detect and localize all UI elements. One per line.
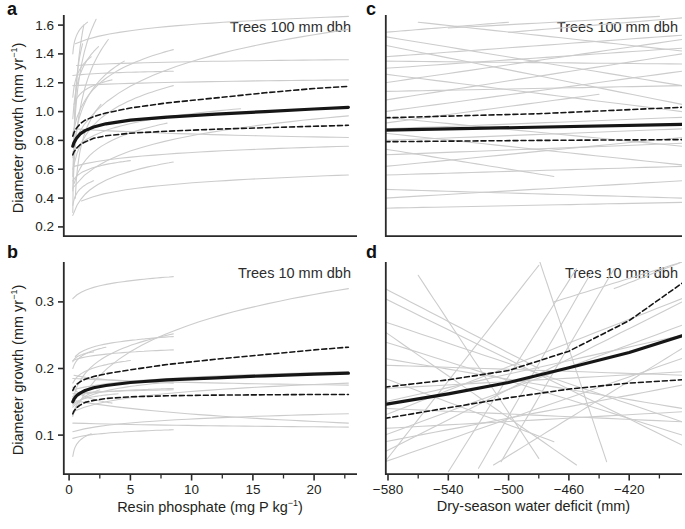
ci-upper-line bbox=[385, 107, 682, 118]
individual-growth-line bbox=[73, 414, 349, 432]
x-tick-label: −500 bbox=[493, 482, 523, 497]
x-tick-label: 5 bbox=[127, 482, 135, 497]
individual-growth-line bbox=[385, 166, 682, 175]
y-tick-label: 0.8 bbox=[35, 133, 54, 148]
y-axis-label-text: Diameter growth (mm yr bbox=[10, 58, 26, 214]
x-tick-label: −460 bbox=[554, 482, 584, 497]
individual-growth-line bbox=[385, 22, 509, 32]
axis bbox=[64, 15, 357, 236]
individual-growth-line bbox=[385, 86, 682, 92]
individual-growth-line bbox=[75, 129, 348, 138]
individual-growth-line bbox=[385, 133, 682, 165]
individual-growth-line bbox=[73, 86, 174, 170]
y-tick-label: 0.1 bbox=[35, 428, 54, 443]
individual-growth-line bbox=[614, 262, 682, 289]
data-layer bbox=[73, 277, 349, 457]
y-tick-label: 0.2 bbox=[35, 361, 54, 376]
y-axis-label-sup: −1 bbox=[9, 290, 19, 300]
y-axis-label-b: Diameter growth (mm yr−1) bbox=[10, 285, 27, 456]
x-tick-label: 10 bbox=[184, 482, 199, 497]
individual-growth-line bbox=[385, 385, 682, 442]
individual-growth-line bbox=[385, 94, 599, 123]
individual-growth-line bbox=[385, 372, 682, 389]
individual-growth-line bbox=[73, 352, 94, 362]
y-tick-label: 1.6 bbox=[35, 18, 54, 33]
individual-growth-line bbox=[73, 80, 349, 86]
data-layer bbox=[73, 16, 349, 215]
individual-growth-line bbox=[73, 350, 174, 361]
individual-growth-line bbox=[73, 423, 349, 427]
y-tick-label: 1.4 bbox=[35, 46, 54, 61]
panel-d-letter: d bbox=[366, 243, 377, 261]
y-axis-label-a: Diameter growth (mm yr−1) bbox=[10, 43, 27, 214]
x-axis-label-sup: −1 bbox=[288, 498, 298, 508]
individual-growth-line bbox=[385, 181, 682, 198]
x-tick-label: 15 bbox=[245, 482, 260, 497]
individual-growth-line bbox=[385, 202, 682, 208]
panel-a-letter: a bbox=[7, 0, 17, 18]
individual-growth-line bbox=[73, 277, 174, 299]
x-tick-label: −420 bbox=[614, 482, 644, 497]
x-tick-label: 0 bbox=[65, 482, 73, 497]
y-axis-label-close: ) bbox=[10, 285, 26, 290]
y-tick-label: 1.0 bbox=[35, 104, 54, 119]
panel-c-plot bbox=[385, 15, 682, 237]
y-tick-label: 0.3 bbox=[35, 294, 54, 309]
y-tick-label: 0.2 bbox=[35, 219, 54, 234]
y-axis-label-text: Diameter growth (mm yr bbox=[10, 300, 26, 456]
individual-growth-line bbox=[75, 337, 173, 357]
x-tick-label: 20 bbox=[307, 482, 322, 497]
panel-c-letter: c bbox=[366, 0, 376, 18]
y-axis-label-close: ) bbox=[10, 43, 26, 48]
x-tick-label: −580 bbox=[373, 482, 403, 497]
individual-growth-line bbox=[385, 45, 682, 104]
y-tick-label: 1.2 bbox=[35, 75, 54, 90]
ci-lower-line bbox=[73, 125, 349, 155]
y-axis-label-sup: −1 bbox=[9, 48, 19, 58]
individual-growth-line bbox=[385, 189, 682, 198]
x-axis-label-close: ) bbox=[298, 499, 303, 515]
individual-growth-line bbox=[385, 335, 682, 402]
y-tick-label: 0.6 bbox=[35, 162, 54, 177]
individual-growth-line bbox=[73, 430, 174, 439]
data-layer bbox=[385, 259, 682, 472]
x-axis-label-left: Resin phosphate (mg P kg−1) bbox=[63, 498, 357, 515]
individual-growth-line bbox=[385, 289, 539, 369]
panel-b-letter: b bbox=[7, 243, 18, 261]
panel-b-plot: 0.10.20.305101520 bbox=[63, 262, 357, 475]
individual-growth-line bbox=[385, 342, 682, 435]
individual-growth-line bbox=[75, 16, 348, 43]
data-layer bbox=[385, 16, 682, 208]
individual-growth-line bbox=[73, 383, 349, 412]
figure: a b c d Trees 100 mm dbh Trees 100 mm db… bbox=[0, 0, 685, 529]
x-tick-label: −540 bbox=[433, 482, 463, 497]
individual-growth-line bbox=[74, 80, 112, 105]
fit-line bbox=[73, 373, 349, 402]
individual-growth-line bbox=[77, 60, 349, 66]
ci-lower-line bbox=[73, 395, 349, 414]
panel-d-plot: −580−540−500−460−420 bbox=[385, 262, 682, 475]
x-axis-label-right: Dry-season water deficit (mm) bbox=[385, 498, 682, 514]
individual-growth-line bbox=[81, 175, 348, 201]
y-tick-label: 0.4 bbox=[35, 191, 54, 206]
x-axis-label-text: Resin phosphate (mg P kg bbox=[117, 499, 288, 515]
individual-growth-line bbox=[385, 48, 682, 68]
panel-a-plot: 0.20.40.60.81.01.21.41.6 bbox=[63, 15, 357, 237]
individual-growth-line bbox=[73, 400, 349, 423]
